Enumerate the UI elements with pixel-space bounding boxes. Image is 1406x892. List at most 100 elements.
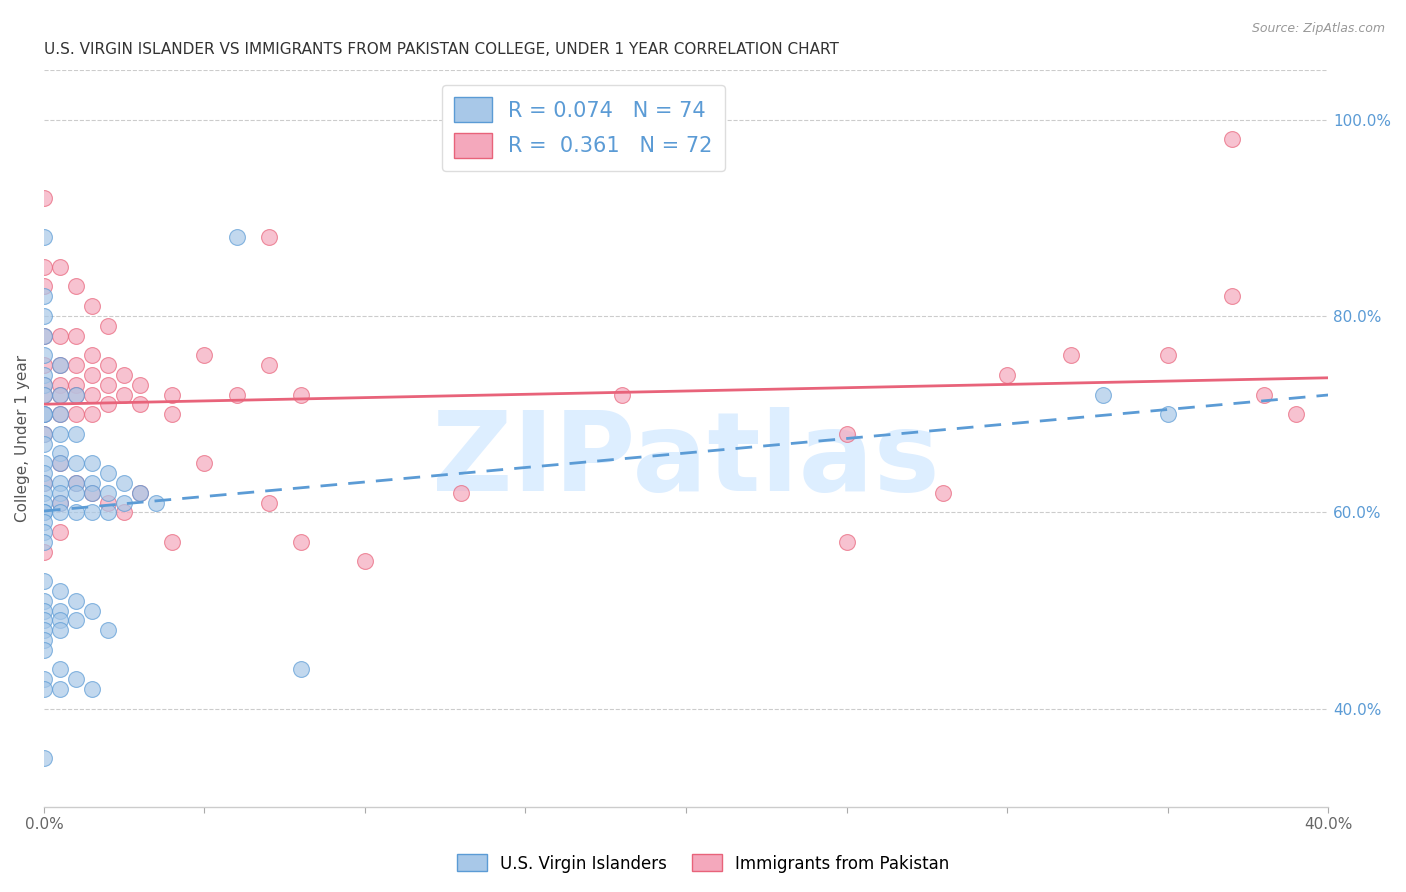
Point	[65, 475, 87, 490]
Point	[80, 485, 103, 500]
Point	[65, 426, 87, 441]
Text: U.S. VIRGIN ISLANDER VS IMMIGRANTS FROM PAKISTAN COLLEGE, UNDER 1 YEAR CORRELATI: U.S. VIRGIN ISLANDER VS IMMIGRANTS FROM …	[44, 42, 839, 57]
Point	[145, 495, 167, 509]
Point	[97, 358, 120, 372]
Point	[257, 358, 280, 372]
Point	[32, 436, 55, 450]
Point	[354, 554, 377, 568]
Point	[257, 495, 280, 509]
Point	[112, 368, 135, 382]
Point	[80, 505, 103, 519]
Point	[97, 495, 120, 509]
Point	[129, 397, 152, 411]
Point	[129, 377, 152, 392]
Point	[193, 456, 215, 470]
Point	[32, 358, 55, 372]
Point	[49, 603, 72, 617]
Point	[80, 456, 103, 470]
Point	[32, 387, 55, 401]
Point	[65, 387, 87, 401]
Point	[32, 260, 55, 274]
Point	[1156, 407, 1178, 421]
Point	[32, 289, 55, 303]
Point	[49, 407, 72, 421]
Point	[32, 475, 55, 490]
Point	[80, 475, 103, 490]
Point	[49, 426, 72, 441]
Point	[49, 495, 72, 509]
Point	[32, 574, 55, 588]
Point	[32, 524, 55, 539]
Point	[835, 426, 858, 441]
Point	[1220, 289, 1243, 303]
Point	[32, 534, 55, 549]
Point	[49, 358, 72, 372]
Point	[65, 328, 87, 343]
Point	[112, 387, 135, 401]
Point	[65, 377, 87, 392]
Point	[112, 475, 135, 490]
Point	[49, 387, 72, 401]
Legend: R = 0.074   N = 74, R =  0.361   N = 72: R = 0.074 N = 74, R = 0.361 N = 72	[441, 85, 725, 170]
Point	[49, 456, 72, 470]
Point	[32, 426, 55, 441]
Point	[49, 475, 72, 490]
Point	[65, 456, 87, 470]
Point	[80, 368, 103, 382]
Point	[80, 407, 103, 421]
Point	[80, 682, 103, 697]
Point	[32, 368, 55, 382]
Point	[49, 407, 72, 421]
Point	[162, 407, 184, 421]
Point	[65, 673, 87, 687]
Point	[932, 485, 955, 500]
Point	[32, 624, 55, 638]
Point	[65, 614, 87, 628]
Point	[32, 673, 55, 687]
Point	[97, 466, 120, 480]
Point	[65, 475, 87, 490]
Point	[32, 230, 55, 244]
Point	[32, 495, 55, 509]
Point	[32, 191, 55, 205]
Point	[32, 279, 55, 293]
Point	[129, 485, 152, 500]
Point	[32, 407, 55, 421]
Point	[32, 407, 55, 421]
Point	[49, 485, 72, 500]
Y-axis label: College, Under 1 year: College, Under 1 year	[15, 355, 30, 523]
Point	[32, 426, 55, 441]
Point	[32, 603, 55, 617]
Point	[32, 593, 55, 607]
Point	[1060, 348, 1083, 362]
Point	[32, 544, 55, 558]
Point	[49, 663, 72, 677]
Point	[32, 387, 55, 401]
Point	[49, 583, 72, 598]
Point	[32, 377, 55, 392]
Point	[49, 495, 72, 509]
Point	[32, 328, 55, 343]
Point	[290, 663, 312, 677]
Point	[65, 279, 87, 293]
Point	[32, 348, 55, 362]
Point	[49, 614, 72, 628]
Point	[32, 633, 55, 648]
Point	[49, 682, 72, 697]
Point	[49, 328, 72, 343]
Point	[97, 624, 120, 638]
Point	[65, 407, 87, 421]
Point	[1285, 407, 1308, 421]
Point	[32, 407, 55, 421]
Point	[290, 534, 312, 549]
Point	[225, 230, 247, 244]
Point	[835, 534, 858, 549]
Point	[129, 485, 152, 500]
Point	[97, 397, 120, 411]
Point	[225, 387, 247, 401]
Text: ZIPatlas: ZIPatlas	[432, 408, 939, 515]
Point	[49, 505, 72, 519]
Point	[49, 446, 72, 460]
Point	[32, 643, 55, 657]
Point	[32, 614, 55, 628]
